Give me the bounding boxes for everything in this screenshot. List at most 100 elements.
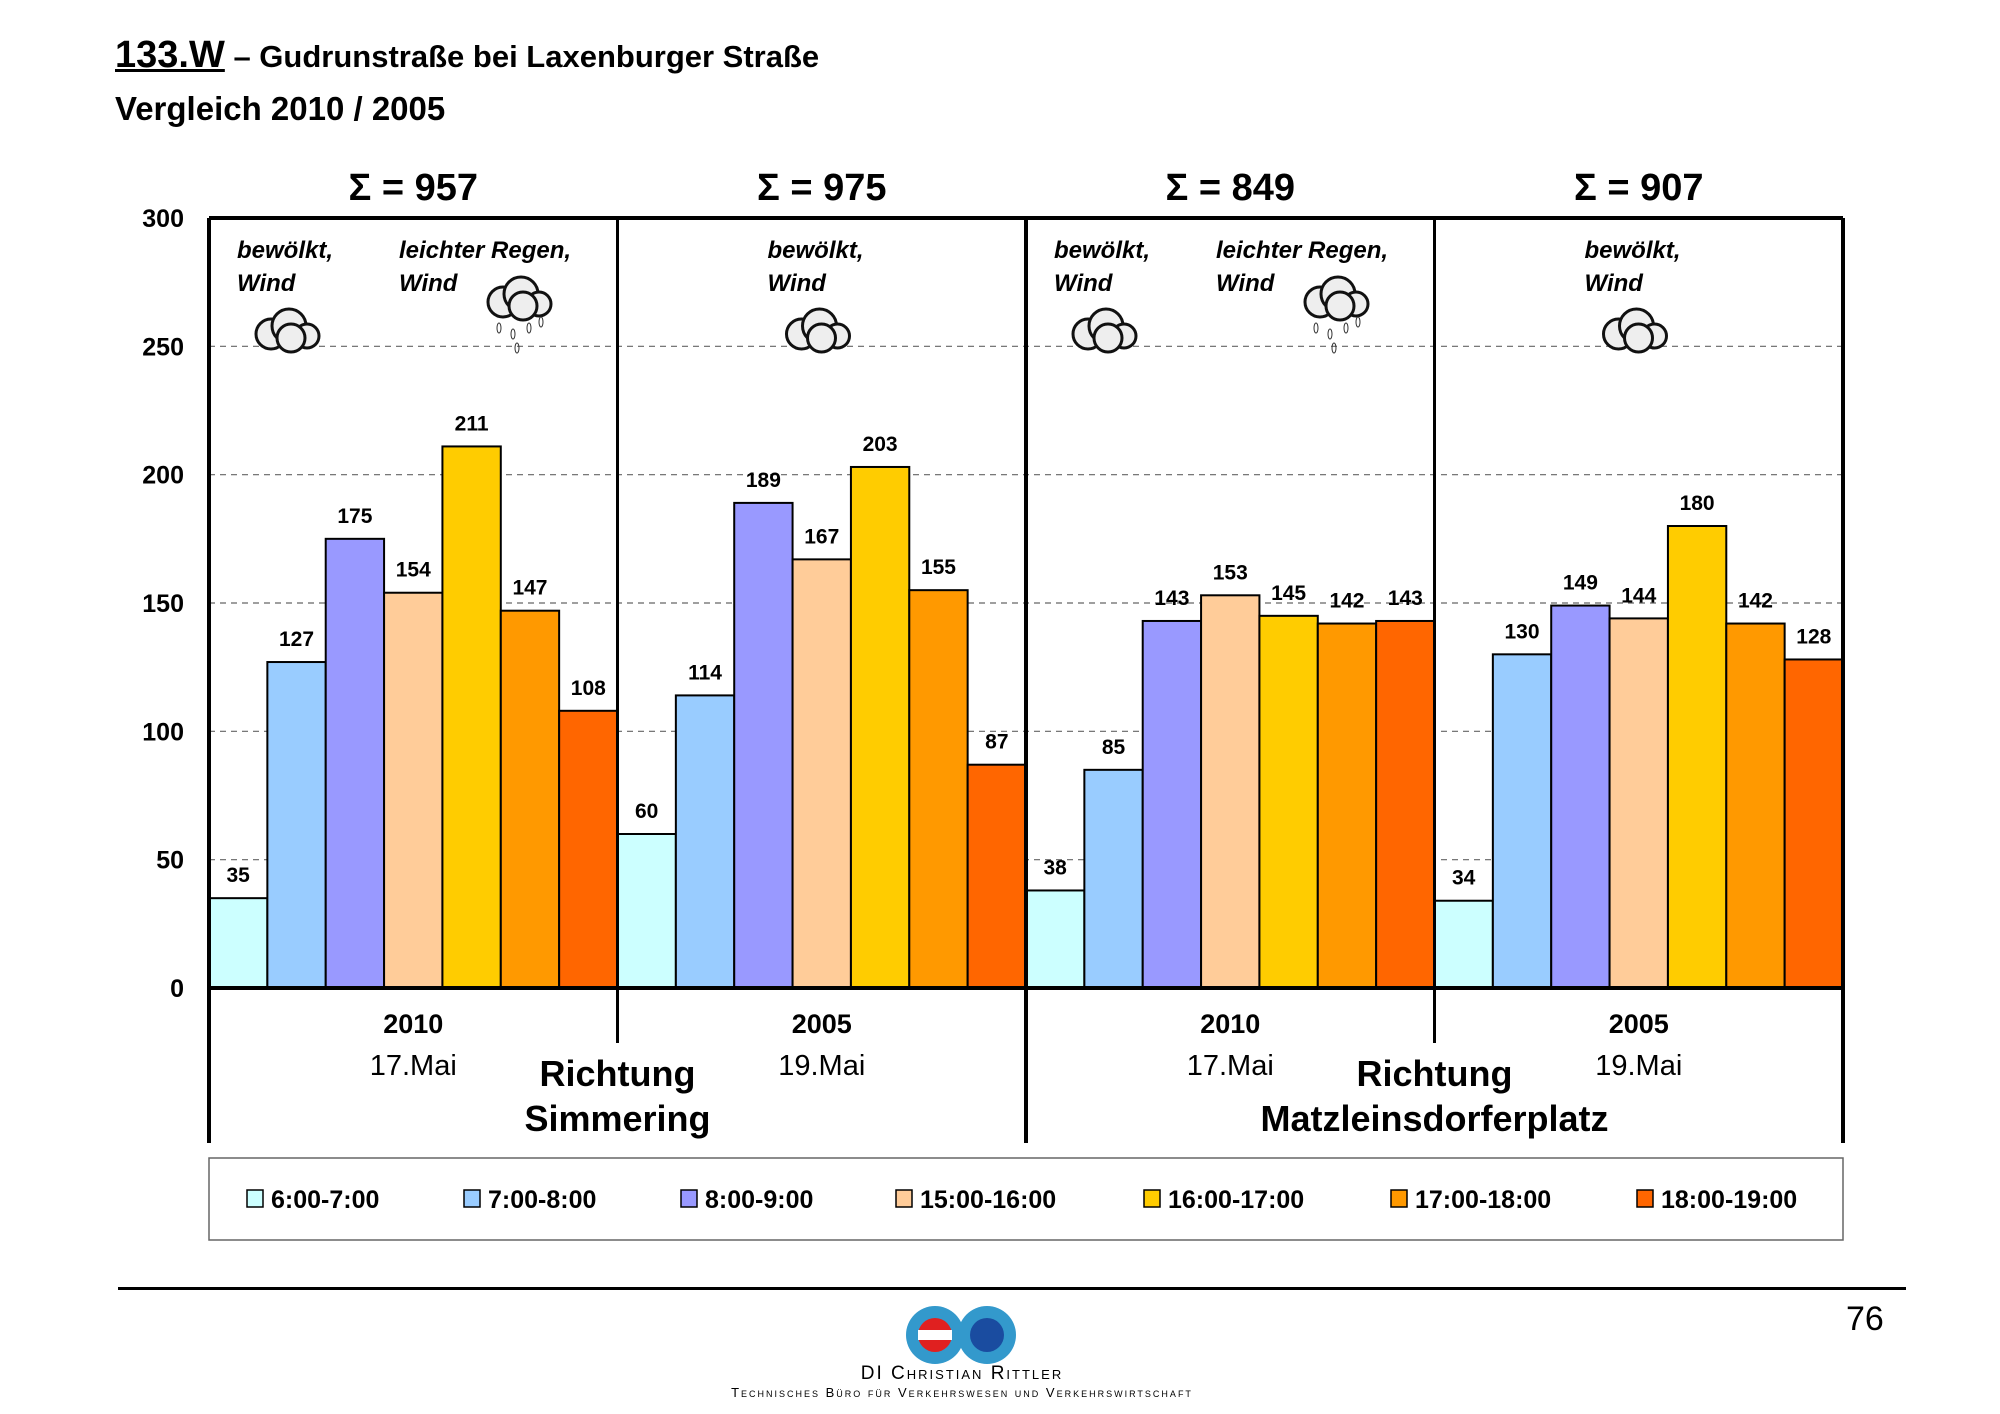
bar bbox=[441, 445, 502, 989]
legend-swatch bbox=[1390, 1189, 1408, 1208]
y-tick-label: 300 bbox=[142, 205, 184, 233]
weather-label: bewölkt, bbox=[1585, 237, 1681, 264]
bar bbox=[1316, 622, 1378, 989]
bar bbox=[266, 661, 327, 989]
bar bbox=[849, 465, 911, 989]
direction-label: Matzleinsdorferplatz bbox=[1260, 1098, 1608, 1139]
direction-label: Richtung bbox=[540, 1053, 696, 1094]
group-year: 2005 bbox=[1609, 1009, 1669, 1039]
bar bbox=[1200, 594, 1261, 989]
bar-value-label: 180 bbox=[1680, 492, 1715, 515]
legend-label: 16:00-17:00 bbox=[1168, 1186, 1304, 1214]
bar-value-label: 189 bbox=[746, 469, 781, 492]
bar-value-label: 85 bbox=[1102, 736, 1126, 759]
weather-label: leichter Regen, bbox=[399, 237, 571, 264]
legend-label: 8:00-9:00 bbox=[705, 1186, 813, 1214]
firm-name: DI Christian Rittler bbox=[860, 1363, 1064, 1384]
bar-value-label: 147 bbox=[512, 577, 547, 600]
direction-label: Richtung bbox=[1357, 1053, 1513, 1094]
bar bbox=[908, 589, 969, 990]
bar bbox=[733, 501, 794, 989]
page-number: 76 bbox=[1846, 1300, 1884, 1338]
legend-label: 7:00-8:00 bbox=[488, 1186, 596, 1214]
direction-label: Simmering bbox=[524, 1098, 710, 1139]
weather-label: Wind bbox=[237, 270, 297, 297]
bar bbox=[1083, 768, 1144, 989]
legend-label: 17:00-18:00 bbox=[1415, 1186, 1551, 1214]
page-subtitle: Vergleich 2010 / 2005 bbox=[115, 90, 446, 127]
y-tick-label: 200 bbox=[142, 462, 184, 490]
y-tick-label: 100 bbox=[142, 718, 184, 746]
page-title: 133.W – Gudrunstraße bei Laxenburger Str… bbox=[115, 34, 819, 77]
bar-value-label: 114 bbox=[688, 661, 722, 684]
group-date: 17.Mai bbox=[1187, 1050, 1274, 1082]
bar-value-label: 60 bbox=[635, 800, 658, 823]
bar-value-label: 167 bbox=[804, 525, 839, 548]
group-sum: Σ = 957 bbox=[348, 167, 478, 209]
bar-value-label: 149 bbox=[1563, 572, 1598, 595]
bar bbox=[1025, 889, 1086, 990]
rain-cloud-icon bbox=[486, 275, 553, 354]
bar-value-label: 35 bbox=[226, 864, 250, 887]
bar bbox=[1550, 604, 1611, 989]
bar bbox=[1375, 619, 1436, 989]
bar bbox=[1783, 658, 1844, 989]
weather-label: bewölkt, bbox=[1054, 237, 1150, 264]
bar bbox=[1141, 619, 1203, 989]
legend-label: 15:00-16:00 bbox=[920, 1186, 1056, 1214]
legend-label: 18:00-19:00 bbox=[1661, 1186, 1797, 1214]
bar-value-label: 130 bbox=[1505, 620, 1540, 643]
bar-value-label: 143 bbox=[1388, 587, 1423, 610]
cloud-icon bbox=[254, 307, 321, 354]
legend-label: 6:00-7:00 bbox=[271, 1186, 379, 1214]
legend-swatch bbox=[680, 1189, 698, 1208]
bar bbox=[791, 558, 852, 989]
bar-value-label: 142 bbox=[1738, 590, 1773, 613]
legend-swatch bbox=[895, 1189, 913, 1208]
group-date: 19.Mai bbox=[778, 1050, 865, 1082]
group-sum: Σ = 849 bbox=[1165, 167, 1295, 209]
weather-label: Wind bbox=[768, 270, 828, 297]
bar bbox=[616, 833, 677, 989]
y-tick-label: 250 bbox=[142, 333, 184, 361]
weather-label: Wind bbox=[1216, 270, 1276, 297]
station-name: – Gudrunstraße bei Laxenburger Straße bbox=[233, 39, 820, 74]
bar bbox=[499, 609, 561, 989]
y-tick-label: 150 bbox=[142, 590, 184, 618]
bar bbox=[1725, 622, 1786, 989]
group-year: 2005 bbox=[792, 1009, 852, 1039]
bar bbox=[966, 763, 1028, 990]
y-tick-label: 50 bbox=[156, 847, 184, 875]
bar-value-label: 144 bbox=[1621, 584, 1656, 607]
firm-description: Technisches Büro für Verkehrswesen und V… bbox=[731, 1385, 1193, 1400]
legend-swatch bbox=[1636, 1189, 1654, 1208]
group-date: 17.Mai bbox=[370, 1050, 457, 1082]
bar-value-label: 153 bbox=[1213, 561, 1248, 584]
bar-value-label: 155 bbox=[921, 556, 956, 579]
group-sum: Σ = 907 bbox=[1574, 167, 1704, 209]
bar-value-label: 108 bbox=[571, 677, 606, 700]
bar-value-label: 143 bbox=[1154, 587, 1189, 610]
weather-label: Wind bbox=[1585, 270, 1645, 297]
weather-label: Wind bbox=[399, 270, 459, 297]
bar-value-label: 142 bbox=[1329, 590, 1364, 613]
bar bbox=[208, 897, 269, 990]
bar-value-label: 154 bbox=[396, 559, 431, 582]
group-date: 19.Mai bbox=[1595, 1050, 1682, 1082]
bar bbox=[1433, 899, 1494, 990]
bar bbox=[1258, 614, 1319, 989]
bar bbox=[1608, 617, 1669, 990]
bar bbox=[674, 694, 736, 990]
weather-label: bewölkt, bbox=[237, 237, 333, 264]
bar-value-label: 128 bbox=[1796, 625, 1831, 648]
bar bbox=[1491, 653, 1553, 989]
bar-value-label: 87 bbox=[985, 731, 1008, 754]
bar bbox=[324, 537, 386, 989]
rain-cloud-icon bbox=[1303, 275, 1370, 354]
cloud-icon bbox=[1071, 307, 1138, 354]
cloud-icon bbox=[1602, 307, 1668, 354]
bar bbox=[1666, 525, 1728, 989]
weather-label: leichter Regen, bbox=[1216, 237, 1388, 264]
footer-divider bbox=[118, 1287, 1906, 1290]
